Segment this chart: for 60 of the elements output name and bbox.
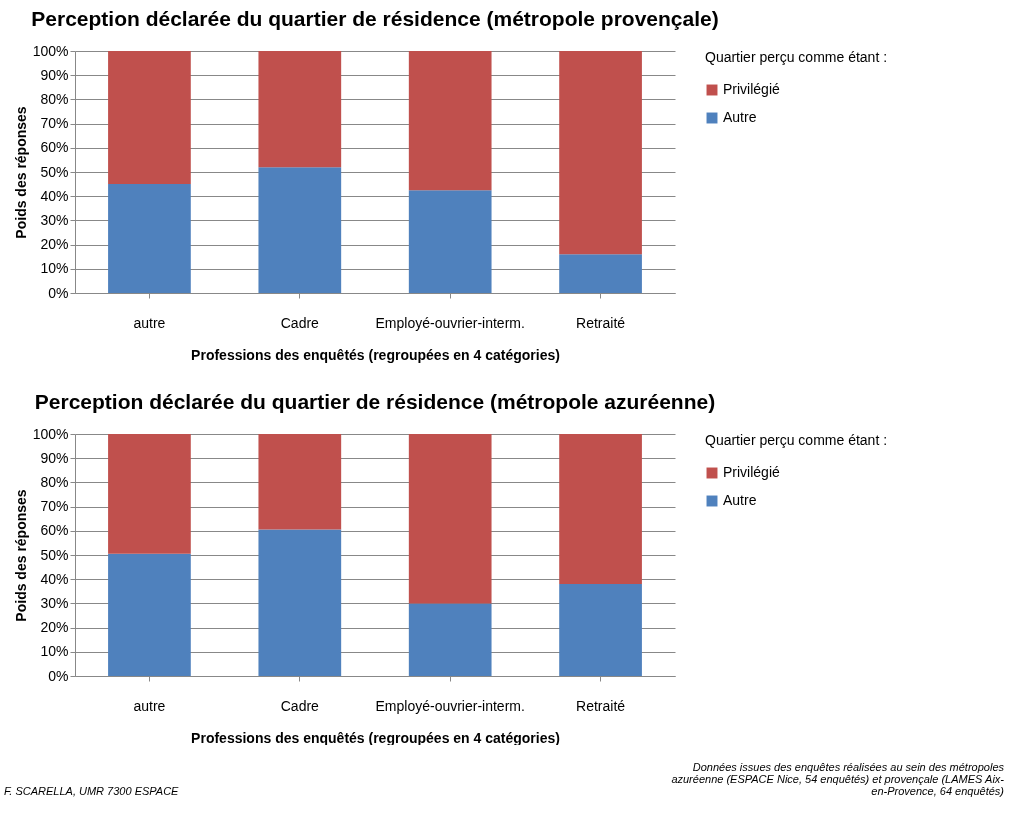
- text: Données issues des enquêtes réalisées au sein des métropoles azuréenne (ESPACE Nice, 54 enquêtés) et provençale (LAMES Aix-en-Provence, 64 enquêtés): [670, 761, 1004, 797]
- bar: [408, 51, 492, 191]
- x-tick-label: Employé-ouvrier-interm.: [375, 697, 525, 714]
- y-tick-label: 40%: [40, 187, 69, 204]
- chart-title: Perception déclarée du quartier de résidence (métropole azuréenne): [34, 390, 716, 413]
- bar: [108, 184, 191, 293]
- y-tick-label: 80%: [40, 90, 69, 107]
- legend-label: Autre: [723, 109, 757, 125]
- bar: [559, 584, 642, 676]
- bar: [559, 51, 642, 255]
- text: F. SCARELLA, UMR 7300 ESPACE: [4, 785, 179, 797]
- y-tick-label: 0%: [48, 284, 69, 301]
- x-tick-label: Retraité: [576, 697, 626, 714]
- bar: [559, 434, 642, 585]
- legend-label: Privilégié: [723, 81, 781, 97]
- x-axis-title: Professions des enquêtés (regroupées en 4 catégories): [191, 729, 560, 746]
- x-tick-label: autre: [133, 314, 166, 331]
- y-tick-label: 20%: [40, 236, 69, 253]
- y-tick-label: 0%: [48, 667, 69, 684]
- bar: [408, 434, 492, 604]
- y-tick-label: 30%: [40, 594, 69, 611]
- x-tick-label: autre: [133, 697, 166, 714]
- bar: [408, 190, 492, 293]
- chart-title: Perception déclarée du quartier de résidence (métropole provençale): [31, 7, 719, 30]
- bar: [408, 603, 492, 676]
- bar: [258, 434, 342, 530]
- y-tick-label: 80%: [40, 473, 69, 490]
- x-tick-label: Employé-ouvrier-interm.: [375, 314, 525, 331]
- x-tick-label: Retraité: [576, 314, 626, 331]
- legend-title: Quartier perçu comme étant :: [705, 49, 888, 65]
- bar: [258, 167, 342, 293]
- y-tick-label: 40%: [40, 570, 69, 587]
- bar: [108, 434, 191, 554]
- x-tick-label: Cadre: [280, 314, 320, 331]
- y-tick-label: 50%: [40, 546, 69, 563]
- y-tick-label: 50%: [40, 163, 69, 180]
- bar: [108, 553, 191, 676]
- legend-title: Quartier perçu comme étant :: [705, 432, 888, 448]
- y-tick-label: 100%: [32, 425, 69, 442]
- legend-label: Autre: [723, 492, 757, 508]
- y-tick-label: 10%: [40, 643, 69, 660]
- y-tick-label: 30%: [40, 211, 69, 228]
- y-axis-title: Poids des réponses: [12, 489, 29, 622]
- y-tick-label: 70%: [40, 115, 69, 132]
- bar: [258, 51, 342, 168]
- bar: [108, 51, 191, 185]
- y-tick-label: 70%: [40, 498, 69, 515]
- y-tick-label: 60%: [40, 139, 69, 156]
- x-tick-label: Cadre: [280, 697, 320, 714]
- y-axis-title: Poids des réponses: [12, 106, 29, 239]
- x-axis-title: Professions des enquêtés (regroupées en 4 catégories): [191, 346, 560, 363]
- y-tick-label: 100%: [32, 42, 69, 59]
- y-tick-label: 90%: [40, 66, 69, 83]
- y-tick-label: 90%: [40, 449, 69, 466]
- y-tick-label: 60%: [40, 522, 69, 539]
- bar: [559, 254, 642, 293]
- bar: [258, 529, 342, 676]
- y-tick-label: 20%: [40, 619, 69, 636]
- legend-label: Privilégié: [723, 464, 781, 480]
- y-tick-label: 10%: [40, 260, 69, 277]
